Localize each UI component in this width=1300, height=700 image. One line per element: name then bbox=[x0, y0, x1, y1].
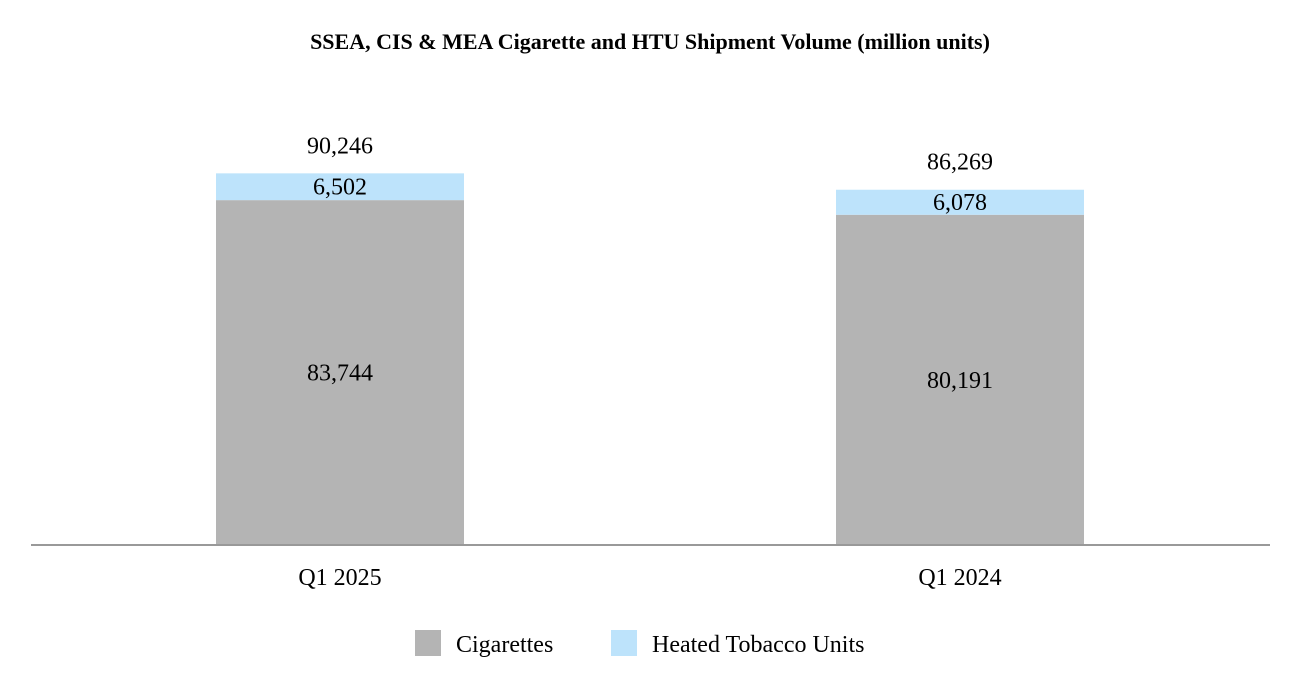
legend-label-cigarettes: Cigarettes bbox=[456, 632, 553, 658]
legend: Cigarettes Heated Tobacco Units bbox=[415, 630, 864, 658]
legend-item-heated-tobacco-units: Heated Tobacco Units bbox=[611, 630, 864, 658]
bars-layer bbox=[216, 173, 1084, 545]
x-tick-label-q1-2025: Q1 2025 bbox=[298, 565, 381, 591]
data-label-cigarettes-q1-2024: 80,191 bbox=[927, 368, 993, 394]
bar-heated-tobacco-units-q1-2025 bbox=[216, 173, 464, 201]
legend-swatch-cigarettes bbox=[415, 630, 441, 656]
data-label-cigarettes-q1-2025: 83,744 bbox=[307, 361, 373, 387]
chart-title: SSEA, CIS & MEA Cigarette and HTU Shipme… bbox=[310, 29, 990, 54]
legend-item-cigarettes: Cigarettes bbox=[415, 630, 553, 658]
total-label-q1-2024: 86,269 bbox=[927, 150, 993, 176]
bar-cigarettes-q1-2024 bbox=[836, 214, 1084, 545]
legend-label-heated-tobacco-units: Heated Tobacco Units bbox=[652, 632, 864, 658]
total-label-q1-2025: 90,246 bbox=[307, 133, 373, 159]
legend-swatch-heated-tobacco-units bbox=[611, 630, 637, 656]
bar-cigarettes-q1-2025 bbox=[216, 200, 464, 545]
labels-layer: 83,744 6,502 90,246 Q1 2025 80,191 6,078 86,26… bbox=[298, 133, 1001, 591]
bar-heated-tobacco-units-q1-2024 bbox=[836, 189, 1084, 215]
x-tick-label-q1-2024: Q1 2024 bbox=[918, 565, 1001, 591]
data-label-heated-tobacco-units-q1-2024: 6,078 bbox=[933, 190, 987, 216]
data-label-heated-tobacco-units-q1-2025: 6,502 bbox=[313, 175, 367, 201]
